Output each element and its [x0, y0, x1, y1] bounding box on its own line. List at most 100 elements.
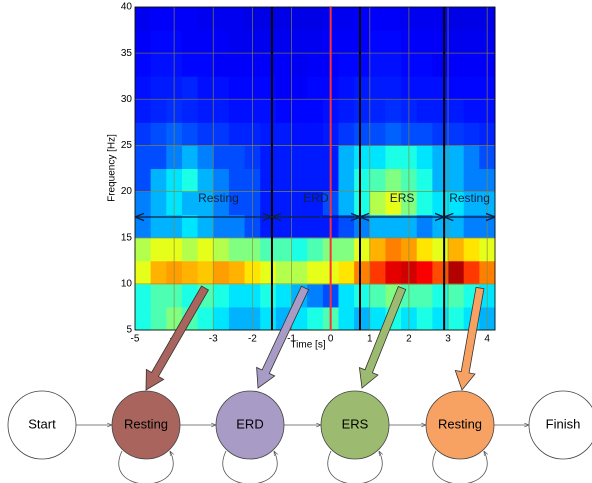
- heat-cell: [229, 7, 245, 31]
- state-label: ERD: [236, 416, 263, 431]
- heat-cell: [338, 122, 354, 146]
- heat-cell: [417, 53, 433, 77]
- heat-cell: [432, 192, 448, 216]
- heat-cell: [432, 238, 448, 262]
- heat-cell: [182, 30, 198, 54]
- heat-cell: [432, 7, 448, 31]
- heat-cell: [182, 76, 198, 100]
- heat-cell: [385, 122, 401, 146]
- heat-cell: [307, 99, 323, 123]
- heat-cell: [260, 7, 276, 31]
- y-tick-label: 25: [121, 140, 133, 151]
- heat-cell: [354, 76, 370, 100]
- heat-cell: [260, 122, 276, 146]
- heat-cell: [229, 284, 245, 308]
- heat-cell: [198, 99, 214, 123]
- heat-cell: [229, 145, 245, 169]
- heat-cell: [135, 215, 151, 239]
- heat-cell: [417, 30, 433, 54]
- heat-cell: [370, 192, 386, 216]
- heat-cell: [151, 122, 167, 146]
- heat-cell: [385, 7, 401, 31]
- heat-cell: [370, 215, 386, 239]
- heat-cell: [151, 76, 167, 100]
- x-tick-label: 1: [367, 334, 373, 345]
- heat-cell: [292, 215, 308, 239]
- heat-cell: [354, 122, 370, 146]
- heat-cell: [151, 169, 167, 193]
- heat-cell: [338, 145, 354, 169]
- heat-cell: [448, 76, 464, 100]
- heat-cell: [432, 284, 448, 308]
- heat-cell: [135, 30, 151, 54]
- heat-cell: [260, 307, 276, 331]
- heat-cell: [338, 7, 354, 31]
- heat-cell: [260, 99, 276, 123]
- heat-cell: [307, 307, 323, 331]
- heat-cell: [229, 261, 245, 285]
- heat-cell: [448, 145, 464, 169]
- heat-cell: [276, 284, 292, 308]
- heat-cell: [135, 284, 151, 308]
- x-tick-label: -2: [248, 334, 257, 345]
- heat-cell: [260, 30, 276, 54]
- heat-cell: [276, 53, 292, 77]
- heat-cell: [464, 145, 480, 169]
- heat-cell: [135, 261, 151, 285]
- heat-cell: [151, 307, 167, 331]
- heat-cell: [151, 30, 167, 54]
- heat-cell: [260, 192, 276, 216]
- heat-cell: [182, 122, 198, 146]
- heat-cell: [276, 145, 292, 169]
- heat-cell: [464, 261, 480, 285]
- heat-cell: [213, 30, 229, 54]
- heat-cell: [276, 122, 292, 146]
- heat-cell: [464, 76, 480, 100]
- heat-cell: [448, 122, 464, 146]
- segment-label: ERD: [303, 191, 329, 205]
- heat-cell: [417, 76, 433, 100]
- y-tick-label: 35: [121, 48, 133, 59]
- heat-cell: [213, 99, 229, 123]
- heat-cell: [417, 238, 433, 262]
- heat-cell: [417, 169, 433, 193]
- heat-cell: [198, 122, 214, 146]
- heat-cell: [307, 261, 323, 285]
- heat-cell: [354, 261, 370, 285]
- heat-cell: [151, 145, 167, 169]
- heat-cell: [135, 53, 151, 77]
- heat-cell: [448, 169, 464, 193]
- heat-cell: [417, 99, 433, 123]
- heat-cell: [417, 284, 433, 308]
- heat-cell: [198, 238, 214, 262]
- heat-cell: [370, 238, 386, 262]
- segment-label: Resting: [449, 191, 490, 205]
- heat-cell: [448, 215, 464, 239]
- heat-cell: [307, 169, 323, 193]
- heat-cell: [135, 238, 151, 262]
- x-tick-label: 2: [406, 334, 412, 345]
- heat-cell: [182, 53, 198, 77]
- x-tick-label: -1: [287, 334, 296, 345]
- y-tick-label: 20: [121, 186, 133, 197]
- heat-cell: [307, 284, 323, 308]
- heat-cell: [338, 238, 354, 262]
- heat-cell: [198, 215, 214, 239]
- heat-cell: [229, 215, 245, 239]
- heat-cell: [385, 238, 401, 262]
- heat-cell: [182, 238, 198, 262]
- heat-cell: [292, 169, 308, 193]
- heat-cell: [464, 169, 480, 193]
- heat-cell: [432, 215, 448, 239]
- y-tick-label: 10: [121, 278, 133, 289]
- heat-cell: [432, 169, 448, 193]
- heat-cell: [260, 238, 276, 262]
- heat-cell: [151, 238, 167, 262]
- heat-cell: [385, 99, 401, 123]
- heat-cell: [417, 215, 433, 239]
- heat-cell: [292, 261, 308, 285]
- state-label: ERS: [342, 416, 369, 431]
- heat-cell: [354, 99, 370, 123]
- y-tick-label: 40: [121, 2, 133, 13]
- state-label: Resting: [124, 416, 168, 431]
